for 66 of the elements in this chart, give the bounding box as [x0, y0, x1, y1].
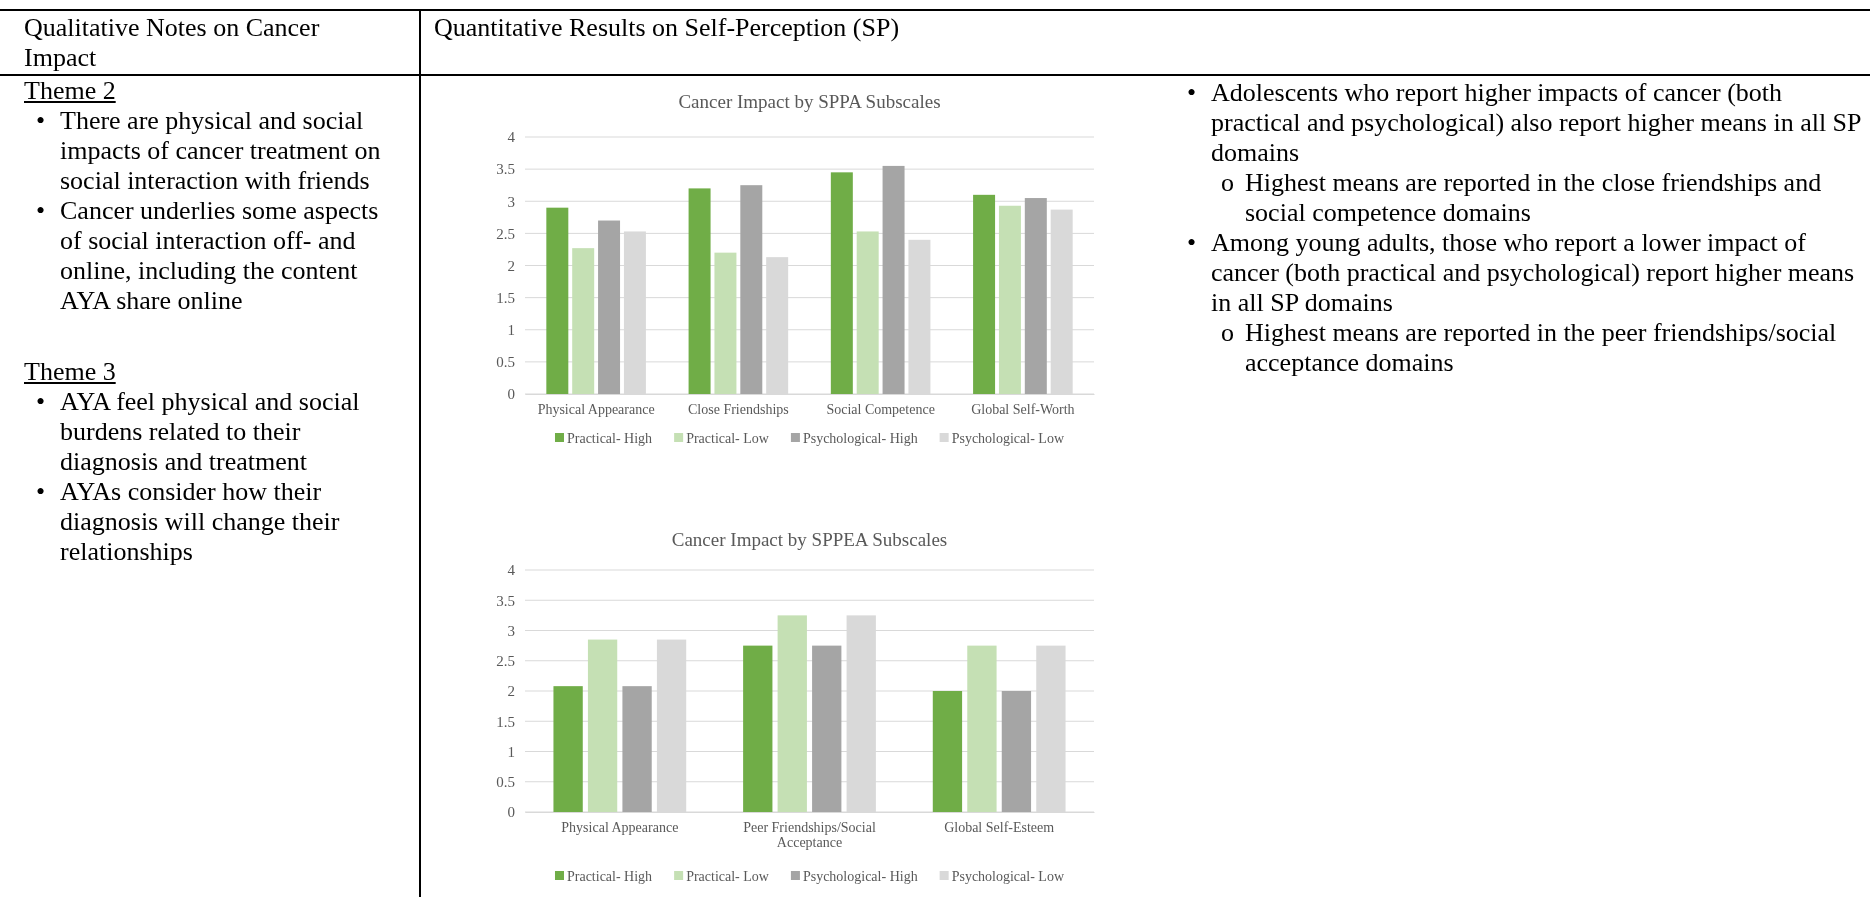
y-tick-label: 1.5: [496, 713, 515, 730]
x-tick-label: Physical Appearance: [561, 819, 679, 835]
bar: [598, 220, 621, 394]
y-tick-label: 2.5: [496, 653, 515, 670]
legend-label: Practical- High: [566, 869, 653, 884]
text: o Highest means are reported in the peer friendships/social acceptance domains: [1221, 318, 1837, 377]
y-tick-label: 3: [507, 193, 515, 210]
bar: [967, 645, 997, 812]
bar: [882, 165, 905, 394]
legend-label: Psychological- High: [802, 431, 918, 446]
bar: [856, 231, 879, 394]
bar: [932, 691, 963, 812]
y-tick-label: 4: [507, 562, 516, 579]
bar: [1024, 198, 1047, 394]
y-tick-label: 3.5: [496, 592, 515, 609]
bar: [546, 207, 569, 394]
bar: [777, 615, 807, 812]
bar: [553, 686, 583, 812]
text: Qualitative Notes on Cancer Impact: [24, 13, 321, 73]
legend-label: Psychological- High: [802, 869, 918, 884]
y-tick-label: 0.5: [496, 774, 515, 791]
legend-label: Psychological- Low: [951, 869, 1065, 884]
legend-label: Practical- Low: [686, 431, 770, 446]
chart-title: Cancer Impact by SPPA Subscales: [678, 91, 941, 112]
legend-label: Practical- Low: [686, 869, 770, 884]
bar: [998, 205, 1021, 394]
legend-label: Practical- High: [566, 431, 653, 446]
y-tick-label: 0: [507, 386, 515, 403]
x-tick-label: Physical Appearance: [537, 401, 655, 417]
legend-label: Psychological- Low: [951, 431, 1065, 446]
y-tick-label: 1: [507, 322, 515, 339]
text: Theme 2: [24, 76, 117, 106]
text: • There are physical and social impacts of cancer treatment on social interaction with friends: [36, 106, 381, 195]
x-tick-label: Peer Friendships/Social Acceptance: [743, 819, 876, 851]
text: Quantitative Results on Self-Perception (SP): [434, 13, 901, 43]
y-tick-label: 4: [507, 129, 516, 146]
y-tick-label: 2.5: [496, 225, 515, 242]
y-tick-label: 1: [507, 743, 515, 760]
bar: [688, 188, 711, 394]
text: • AYAs consider how their diagnosis will change their relationships: [36, 477, 340, 566]
bar: [740, 185, 763, 394]
bar: [622, 686, 652, 812]
x-tick-label: Global Self-Worth: [971, 401, 1075, 417]
text: • Cancer underlies some aspects of social interaction off- and online, including the content AYA share online: [36, 196, 379, 315]
bar: [587, 639, 618, 812]
bar: [812, 645, 842, 812]
text: • AYA feel physical and social burdens related to their diagnosis and treatment: [36, 387, 360, 476]
bar: [973, 194, 996, 394]
y-tick-label: 0.5: [496, 354, 515, 371]
text: o Highest means are reported in the close friendships and social competence domains: [1221, 168, 1822, 227]
bar: [572, 248, 595, 394]
bar: [714, 252, 737, 394]
y-tick-label: 3.5: [496, 161, 515, 178]
x-tick-label: Social Competence: [826, 401, 935, 417]
bar: [830, 172, 853, 394]
bar: [1001, 691, 1032, 812]
x-tick-label: Global Self-Esteem: [944, 819, 1055, 835]
x-tick-label: Close Friendships: [688, 401, 789, 417]
y-tick-label: 3: [507, 622, 515, 639]
y-tick-label: 0: [507, 804, 515, 821]
y-tick-label: 1.5: [496, 289, 515, 306]
chart-title: Cancer Impact by SPPEA Subscales: [671, 529, 948, 550]
y-tick-label: 2: [507, 683, 515, 700]
bar: [743, 645, 773, 812]
text: Theme 3: [24, 357, 117, 387]
y-tick-label: 2: [507, 257, 515, 274]
